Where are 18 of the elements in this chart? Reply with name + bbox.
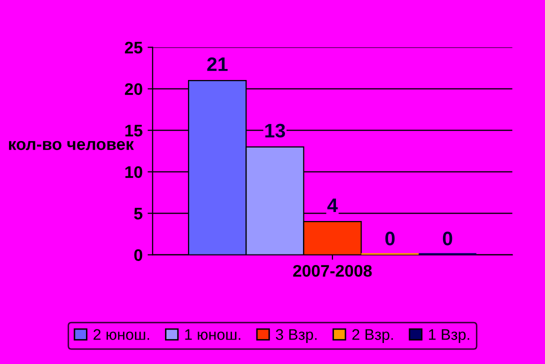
y-tick-label: 25: [124, 42, 142, 54]
legend-label: 3 Взр.: [276, 329, 317, 343]
data-label: 0: [442, 232, 452, 246]
data-label: 21: [207, 57, 228, 71]
y-tick-label: 0: [134, 249, 142, 262]
legend-label: 1 юнош.: [185, 329, 240, 340]
y-tick-label: 5: [134, 208, 142, 220]
y-tick-label: 10: [125, 166, 142, 178]
x-tick-label: 2007-2008: [293, 264, 372, 277]
y-tick-label: 20: [124, 83, 142, 96]
data-label: 13: [265, 124, 286, 138]
legend-label: 2 юнош.: [94, 329, 150, 340]
legend-label: 1 Взр.: [429, 329, 470, 343]
y-tick-label: 15: [125, 124, 142, 137]
legend-label: 2 Взр.: [352, 329, 393, 343]
data-label: 0: [385, 232, 395, 246]
y-axis-title: кол-во человек: [9, 140, 134, 150]
data-label: 4: [327, 198, 338, 212]
